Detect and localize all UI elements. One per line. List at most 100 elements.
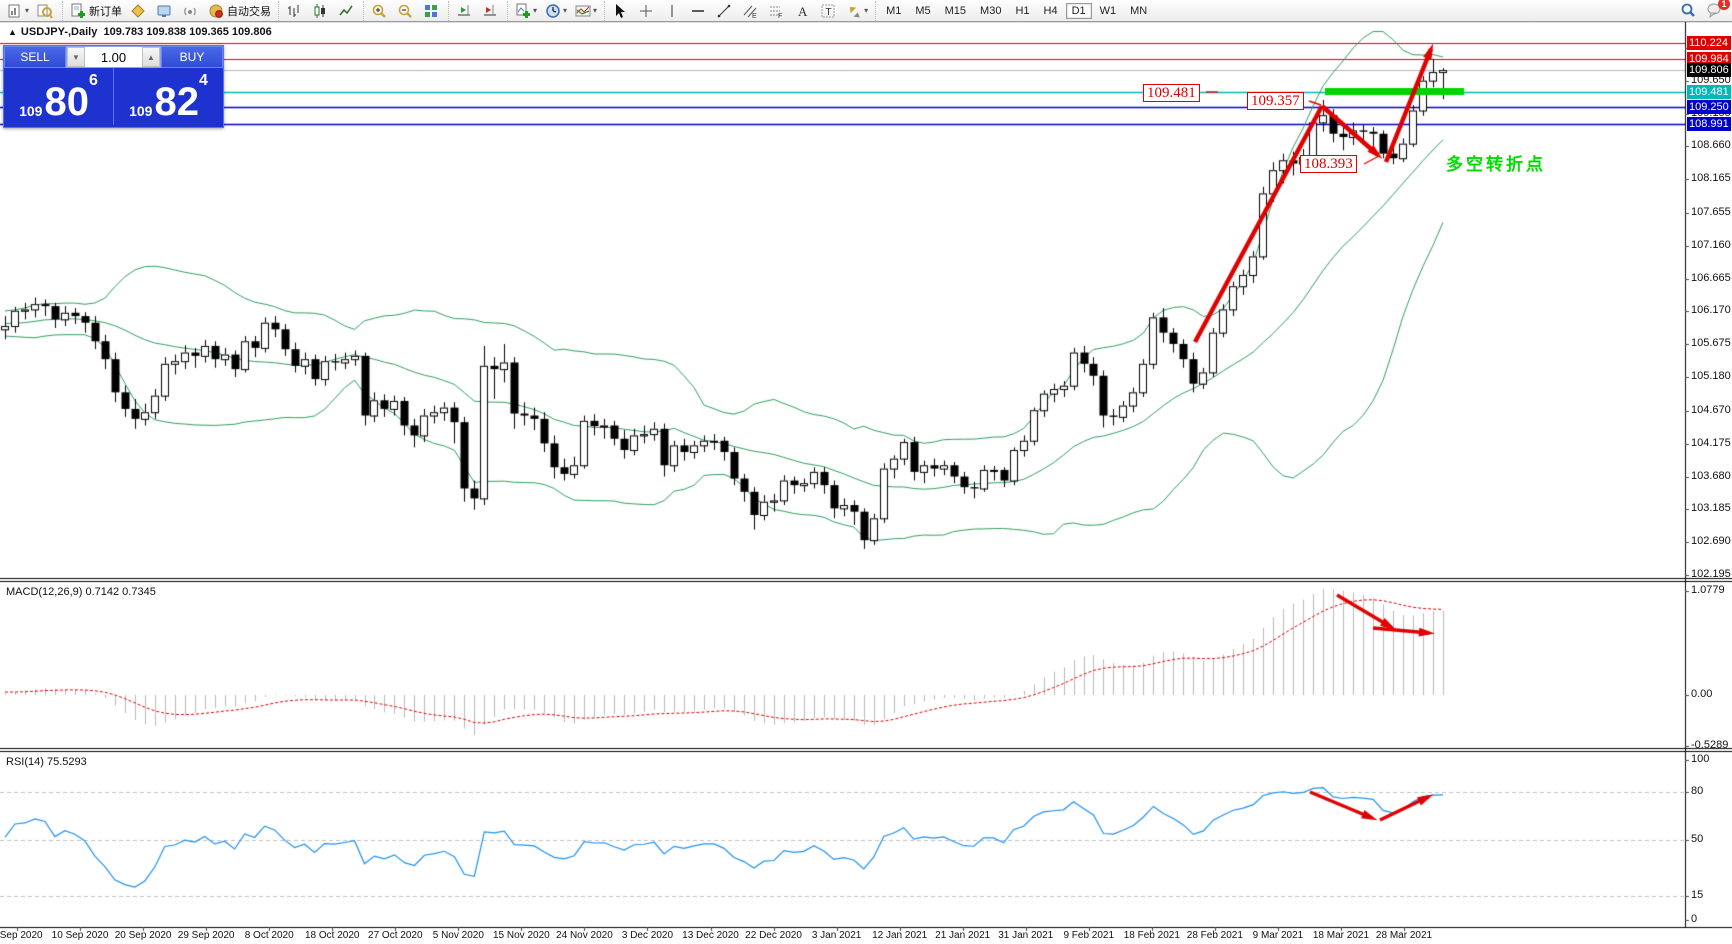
toolbar-signals-button[interactable] — [179, 1, 203, 21]
channel-icon: E — [742, 3, 758, 19]
templates-icon — [575, 3, 591, 19]
periods-icon — [545, 3, 561, 19]
price-axis-tick: 104.670 — [1691, 403, 1731, 416]
toolbar-channel-button[interactable]: E — [739, 1, 763, 21]
fibo-icon: F — [768, 3, 784, 19]
time-axis-label: 18 Mar 2021 — [1312, 930, 1370, 941]
toolbar-crosshair-button[interactable] — [635, 1, 659, 21]
crosshair-icon — [638, 3, 654, 19]
ohlc-values: 109.783 109.838 109.365 109.806 — [103, 26, 272, 38]
toolbar-terminal-button[interactable] — [153, 1, 177, 21]
search-icon[interactable] — [1677, 0, 1701, 20]
toolbar-indicators-button[interactable]: ▾ — [512, 1, 540, 21]
toolbar-metaeditor-button[interactable] — [127, 1, 151, 21]
price-axis-tick: 103.185 — [1691, 502, 1731, 515]
buy-price[interactable]: 109 82 4 — [114, 68, 223, 125]
rsi-scale-label: 50 — [1691, 833, 1704, 845]
toolbar-newchart-button[interactable]: ▾ — [4, 1, 32, 21]
price-annotation-label[interactable]: 109.357 — [1247, 92, 1304, 110]
price-axis-tick: 107.655 — [1691, 205, 1731, 218]
timeframe-mn-button[interactable]: MN — [1130, 4, 1148, 17]
autotrade-icon — [208, 3, 224, 19]
buy-button[interactable]: BUY — [161, 46, 223, 68]
toolbar-bars-button[interactable] — [283, 1, 307, 21]
notifications-icon[interactable]: 1 — [1703, 0, 1730, 20]
rsi-scale-label: 100 — [1691, 753, 1710, 765]
timeframe-d1-button[interactable]: D1 — [1065, 2, 1092, 19]
toolbar-linechart-button[interactable] — [335, 1, 359, 21]
chart-note-text[interactable]: 多空转折点 — [1446, 155, 1546, 174]
price-axis-tick: 104.175 — [1691, 436, 1731, 449]
timeframe-h4-button[interactable]: H4 — [1043, 4, 1058, 17]
toolbar-group: 新订单 自动交易 — [62, 0, 278, 21]
toolbar-templates-button[interactable]: ▾ — [572, 1, 600, 21]
toolbar-trendline-button[interactable] — [713, 1, 737, 21]
volume-input[interactable] — [85, 47, 142, 67]
toolbar-autoscroll-button[interactable] — [453, 1, 477, 21]
chevron-down-icon: ▾ — [25, 6, 30, 15]
price-axis-tick: 102.690 — [1691, 535, 1731, 548]
toolbar-vline-button[interactable] — [661, 1, 685, 21]
toolbar-textA-button[interactable]: A — [791, 1, 815, 21]
toolbar-tiles-button[interactable] — [420, 1, 444, 21]
toolbar-fibo-button[interactable]: F — [765, 1, 789, 21]
toolbar-zoomout-button[interactable] — [394, 1, 418, 21]
chevron-down-icon: ▾ — [563, 6, 568, 15]
tiles-icon — [423, 3, 439, 19]
sell-price[interactable]: 109 80 6 — [4, 68, 114, 125]
timeframe-h1-button[interactable]: H1 — [1015, 4, 1030, 17]
timeframe-w1-button[interactable]: W1 — [1099, 4, 1117, 17]
toolbar-shapes-button[interactable]: ▾ — [843, 1, 871, 21]
newchart-icon — [7, 3, 23, 19]
toolbar-shiftend-button[interactable] — [479, 1, 503, 21]
rsi-indicator-label: RSI(14) 75.5293 — [6, 756, 87, 768]
time-axis-label: 13 Dec 2020 — [682, 930, 739, 941]
time-axis-label: 31 Jan 2021 — [998, 930, 1054, 941]
time-axis-label: 3 Dec 2020 — [621, 930, 674, 941]
toolbar-neworder-button[interactable]: 新订单 — [67, 1, 125, 21]
rsi-scale-label: 0 — [1691, 913, 1698, 925]
chart-canvas[interactable] — [0, 21, 1732, 944]
toolbar-periods-button[interactable]: ▾ — [542, 1, 570, 21]
svg-text:F: F — [778, 13, 782, 19]
time-axis-label: 1 Sep 2020 — [0, 930, 43, 941]
toolbar-labelT-button[interactable]: T — [817, 1, 841, 21]
neworder-icon — [70, 3, 86, 19]
timeframe-m30-button[interactable]: M30 — [980, 4, 1002, 17]
toolbar-hline-button[interactable] — [687, 1, 711, 21]
time-axis-label: 22 Dec 2020 — [745, 930, 802, 941]
timeframe-m15-button[interactable]: M15 — [944, 4, 967, 17]
timeframe-m5-button[interactable]: M5 — [915, 4, 931, 17]
price-axis-tick: 108.165 — [1691, 172, 1731, 185]
toolbar-zoomin-button[interactable] — [368, 1, 392, 21]
toolbar-cursor-button[interactable] — [609, 1, 633, 21]
price-axis-badge: 109.250 — [1687, 100, 1731, 115]
metaeditor-icon — [130, 3, 146, 19]
neworder-label: 新订单 — [89, 5, 123, 18]
price-axis-tick: 105.180 — [1691, 370, 1731, 383]
macd-scale-label: 0.00 — [1691, 688, 1713, 700]
bars-icon — [286, 3, 302, 19]
rsi-scale-label: 15 — [1691, 889, 1704, 901]
toolbar-candles-button[interactable] — [309, 1, 333, 21]
toolbar-autotrade-button[interactable]: 自动交易 — [205, 1, 274, 21]
time-axis-label: 8 Oct 2020 — [244, 930, 294, 941]
time-axis-label: 9 Mar 2021 — [1252, 930, 1304, 941]
shiftend-icon — [482, 3, 498, 19]
one-click-trade-panel: SELL ▼ ▲ BUY 109 80 6 109 82 4 — [3, 45, 224, 128]
price-axis-tick: 103.680 — [1691, 469, 1731, 482]
signals-icon — [182, 3, 198, 19]
volume-increase-button[interactable]: ▲ — [142, 47, 160, 67]
timeframe-m1-button[interactable]: M1 — [886, 4, 902, 17]
price-axis-tick: 107.160 — [1691, 238, 1731, 251]
autotrade-label: 自动交易 — [227, 5, 272, 18]
price-annotation-label[interactable]: 109.481 — [1143, 84, 1200, 102]
sell-button[interactable]: SELL — [4, 46, 66, 68]
price-axis-tick: 108.660 — [1691, 139, 1731, 152]
toolbar-group: ▾ ▾ ▾ — [507, 0, 604, 21]
shapes-icon — [846, 3, 862, 19]
toolbar-profiles-button[interactable] — [34, 1, 58, 21]
price-annotation-label[interactable]: 108.393 — [1300, 155, 1357, 173]
time-axis-label: 15 Nov 2020 — [493, 930, 550, 941]
volume-decrease-button[interactable]: ▼ — [67, 47, 85, 67]
